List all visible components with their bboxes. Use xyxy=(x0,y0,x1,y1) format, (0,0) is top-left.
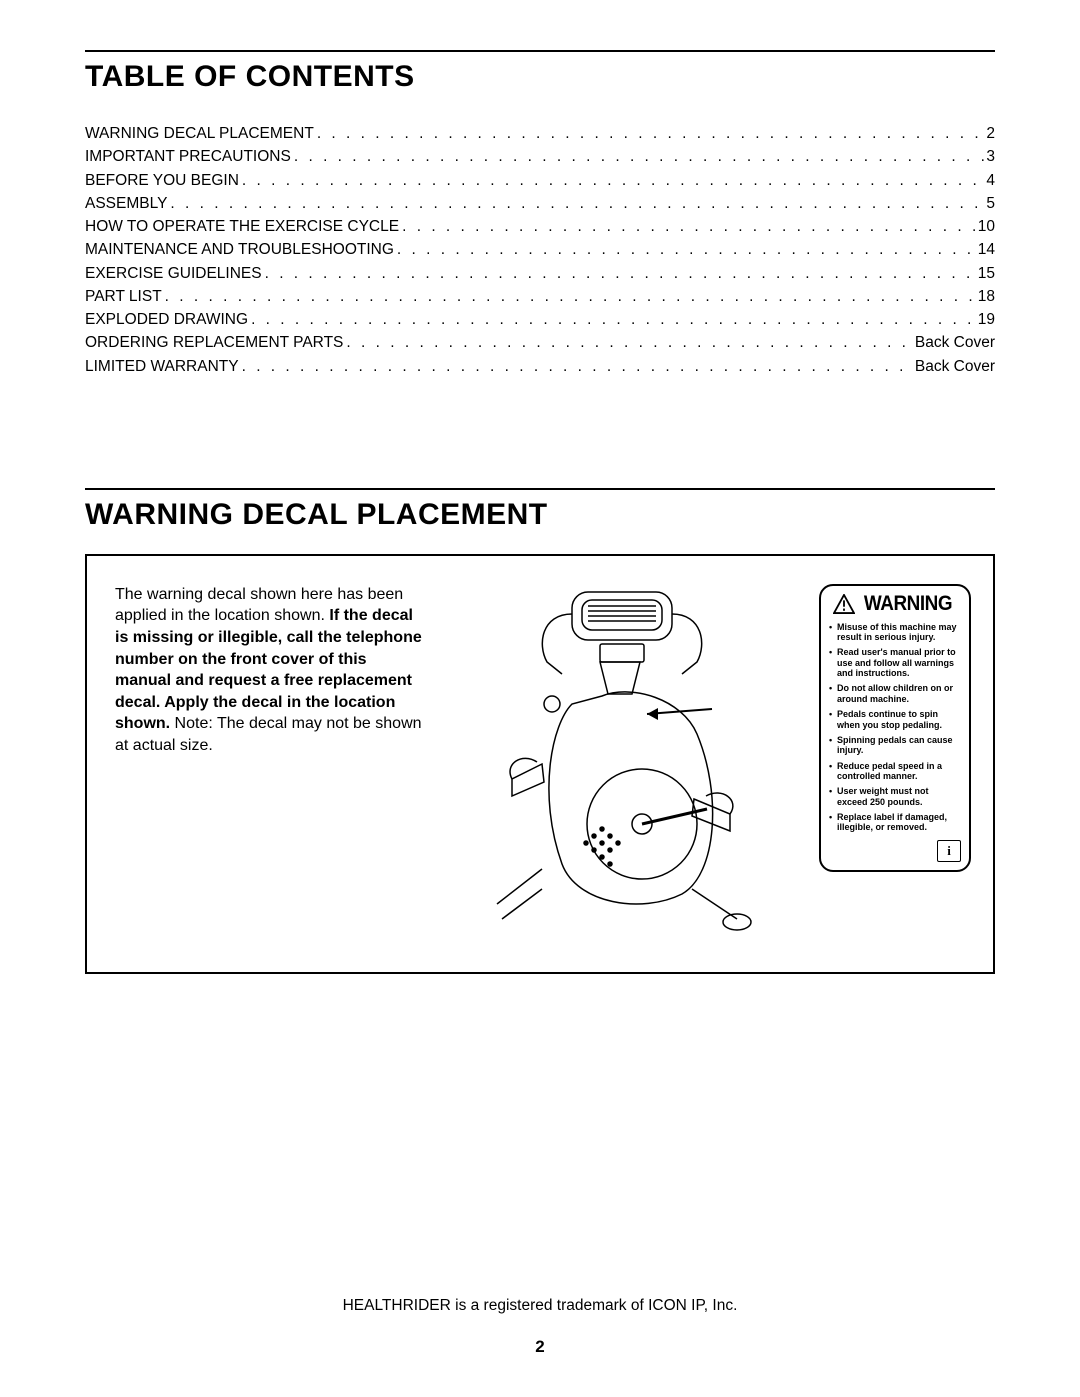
page-footer: HEALTHRIDER is a registered trademark of… xyxy=(85,1297,995,1357)
toc-row: ASSEMBLY 5 xyxy=(85,192,995,215)
warning-bullet: Spinning pedals can cause injury. xyxy=(829,735,961,756)
toc-page: 3 xyxy=(986,145,995,168)
toc-page: 4 xyxy=(986,169,995,192)
warning-triangle-icon xyxy=(833,594,855,614)
toc-page: 5 xyxy=(986,192,995,215)
toc-label: WARNING DECAL PLACEMENT xyxy=(85,122,314,145)
toc-label: MAINTENANCE AND TROUBLESHOOTING xyxy=(85,238,394,261)
warning-bullet: Reduce pedal speed in a controlled manne… xyxy=(829,761,961,782)
toc-row: PART LIST 18 xyxy=(85,285,995,308)
toc-leader-dots xyxy=(399,215,978,238)
toc-label: ASSEMBLY xyxy=(85,192,167,215)
rule-top xyxy=(85,50,995,52)
toc-leader-dots xyxy=(314,122,987,145)
toc-page: 18 xyxy=(978,285,995,308)
toc-leader-dots xyxy=(394,238,978,261)
page: TABLE OF CONTENTS WARNING DECAL PLACEMEN… xyxy=(0,0,1080,1397)
toc-label: EXPLODED DRAWING xyxy=(85,308,248,331)
warning-box: The warning decal shown here has been ap… xyxy=(85,554,995,974)
toc-label: ORDERING REPLACEMENT PARTS xyxy=(85,331,343,354)
bike-illustration xyxy=(445,584,799,944)
warning-bullet: Read user's manual prior to use and foll… xyxy=(829,647,961,678)
page-number: 2 xyxy=(85,1337,995,1357)
manual-info-icon: i xyxy=(937,840,961,862)
toc-row: MAINTENANCE AND TROUBLESHOOTING 14 xyxy=(85,238,995,261)
toc-leader-dots xyxy=(262,262,978,285)
toc-label: IMPORTANT PRECAUTIONS xyxy=(85,145,291,168)
toc-page: Back Cover xyxy=(915,331,995,354)
exercise-bike-svg xyxy=(482,584,762,944)
warning-decal-header: WARNING xyxy=(829,592,961,616)
toc-label: HOW TO OPERATE THE EXERCISE CYCLE xyxy=(85,215,399,238)
warning-bullet: Replace label if damaged, illegible, or … xyxy=(829,812,961,833)
toc-leader-dots xyxy=(162,285,978,308)
toc-leader-dots xyxy=(248,308,978,331)
warning-decal-list: Misuse of this machine may result in ser… xyxy=(829,622,961,838)
rule-section2 xyxy=(85,488,995,490)
toc-label: EXERCISE GUIDELINES xyxy=(85,262,262,285)
toc-row: LIMITED WARRANTY Back Cover xyxy=(85,355,995,378)
warning-decal-header-text: WARNING xyxy=(864,592,952,616)
toc-leader-dots xyxy=(343,331,914,354)
toc-page: 10 xyxy=(978,215,995,238)
warning-decal-label: WARNING Misuse of this machine may resul… xyxy=(819,584,971,872)
trademark-notice: HEALTHRIDER is a registered trademark of… xyxy=(85,1297,995,1315)
toc-row: HOW TO OPERATE THE EXERCISE CYCLE 10 xyxy=(85,215,995,238)
toc-label: LIMITED WARRANTY xyxy=(85,355,239,378)
section2-heading: WARNING DECAL PLACEMENT xyxy=(85,498,995,532)
toc-row: IMPORTANT PRECAUTIONS 3 xyxy=(85,145,995,168)
toc-leader-dots xyxy=(167,192,986,215)
toc-row: BEFORE YOU BEGIN 4 xyxy=(85,169,995,192)
toc-row: EXPLODED DRAWING 19 xyxy=(85,308,995,331)
warning-bullet: User weight must not exceed 250 pounds. xyxy=(829,786,961,807)
toc-row: ORDERING REPLACEMENT PARTS Back Cover xyxy=(85,331,995,354)
warning-bullet: Misuse of this machine may result in ser… xyxy=(829,622,961,643)
toc-leader-dots xyxy=(239,355,915,378)
toc-page: 14 xyxy=(978,238,995,261)
toc-page: Back Cover xyxy=(915,355,995,378)
warning-body-text: The warning decal shown here has been ap… xyxy=(115,584,425,757)
info-glyph: i xyxy=(947,843,951,859)
toc-list: WARNING DECAL PLACEMENT2IMPORTANT PRECAU… xyxy=(85,122,995,378)
section-warning-decal: WARNING DECAL PLACEMENT The warning deca… xyxy=(85,488,995,974)
toc-heading: TABLE OF CONTENTS xyxy=(85,60,995,94)
toc-label: BEFORE YOU BEGIN xyxy=(85,169,239,192)
toc-leader-dots xyxy=(291,145,987,168)
warning-bullet: Do not allow children on or around machi… xyxy=(829,683,961,704)
toc-row: WARNING DECAL PLACEMENT 2 xyxy=(85,122,995,145)
toc-label: PART LIST xyxy=(85,285,162,308)
warn-body-bold: If the decal is missing or illegible, ca… xyxy=(115,607,422,732)
warning-bullet: Pedals continue to spin when you stop pe… xyxy=(829,709,961,730)
toc-page: 2 xyxy=(986,122,995,145)
toc-row: EXERCISE GUIDELINES 15 xyxy=(85,262,995,285)
toc-page: 15 xyxy=(978,262,995,285)
toc-page: 19 xyxy=(978,308,995,331)
toc-leader-dots xyxy=(239,169,986,192)
